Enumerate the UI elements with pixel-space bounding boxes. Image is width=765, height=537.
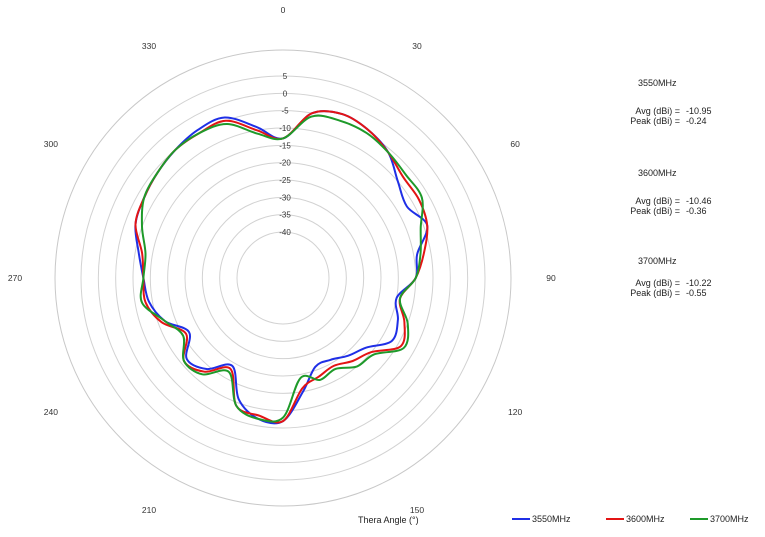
angle-label: 120: [508, 407, 522, 417]
stats-title: 3600MHz: [638, 168, 677, 178]
grid-ring: [236, 231, 330, 325]
radial-tick-label: -5: [281, 107, 289, 116]
legend-item-3550: 3550MHz: [512, 514, 571, 524]
angle-label: 330: [142, 41, 156, 51]
radial-tick-label: 0: [283, 89, 288, 98]
grid-ring: [80, 75, 486, 481]
stats-3550: 3550MHz Avg (dBi) = -10.95 Peak (dBi) = -0…: [620, 78, 712, 126]
stats-3700: 3700MHz Avg (dBi) = -10.22 Peak (dBi) = -0…: [620, 256, 712, 298]
angle-label: 150: [410, 505, 424, 515]
grid-ring: [97, 92, 469, 464]
radial-tick-label: -35: [279, 211, 291, 220]
stats-title: 3700MHz: [638, 256, 677, 266]
grid-ring: [184, 179, 382, 377]
radial-tick-label: 5: [283, 72, 288, 81]
outer-ring: [54, 49, 512, 507]
angle-label: 0: [281, 5, 286, 15]
peak-value: -0.55: [686, 288, 707, 298]
angle-label: 270: [8, 273, 22, 283]
legend-swatch: [606, 518, 624, 520]
series-line-3700MHz: [139, 114, 424, 423]
peak-value: -0.24: [686, 116, 707, 126]
grid-ring: [132, 127, 434, 429]
peak-label: Peak (dBi) =: [630, 116, 680, 126]
angle-label: 210: [142, 505, 156, 515]
angle-label: 60: [510, 139, 520, 149]
legend-swatch: [690, 518, 708, 520]
avg-label: Avg (dBi) =: [635, 196, 680, 206]
radial-tick-label: -10: [279, 124, 291, 133]
series-lines: [134, 110, 429, 425]
avg-label: Avg (dBi) =: [635, 106, 680, 116]
grid-ring: [167, 162, 399, 394]
peak-value: -0.36: [686, 206, 707, 216]
avg-value: -10.46: [686, 196, 712, 206]
legend-swatch: [512, 518, 530, 520]
radial-tick-label: -30: [279, 193, 291, 202]
radial-tick-label: -40: [279, 228, 291, 237]
angle-label: 240: [44, 407, 58, 417]
legend-label: 3550MHz: [532, 514, 571, 524]
radial-tick-label: -20: [279, 159, 291, 168]
angle-label: 30: [412, 41, 422, 51]
grid-ring: [149, 144, 417, 412]
avg-value: -10.22: [686, 278, 712, 288]
grid-ring: [115, 110, 451, 446]
angle-label: 300: [44, 139, 58, 149]
angle-labels: 0306090120150180210240270300330: [8, 5, 556, 515]
legend-item-3700: 3700MHz: [690, 514, 749, 524]
avg-label: Avg (dBi) =: [635, 278, 680, 288]
polar-grid: [54, 49, 512, 507]
radial-tick-label: -25: [279, 176, 291, 185]
peak-label: Peak (dBi) =: [630, 288, 680, 298]
grid-ring: [201, 196, 365, 360]
legend-label: 3700MHz: [710, 514, 749, 524]
avg-value: -10.95: [686, 106, 712, 116]
angle-label: 90: [546, 273, 556, 283]
stats-title: 3550MHz: [638, 78, 677, 88]
peak-label: Peak (dBi) =: [630, 206, 680, 216]
stats-3600: 3600MHz Avg (dBi) = -10.46 Peak (dBi) = -0…: [620, 168, 712, 216]
x-axis-label: Thera Angle (°): [358, 515, 419, 525]
radial-tick-label: -15: [279, 141, 291, 150]
radial-tick-labels: 5 0 -5 -10 -15 -20 -25 -30 -35 -40: [279, 72, 291, 237]
legend-item-3600: 3600MHz: [606, 514, 665, 524]
legend-label: 3600MHz: [626, 514, 665, 524]
grid-ring: [219, 214, 347, 342]
